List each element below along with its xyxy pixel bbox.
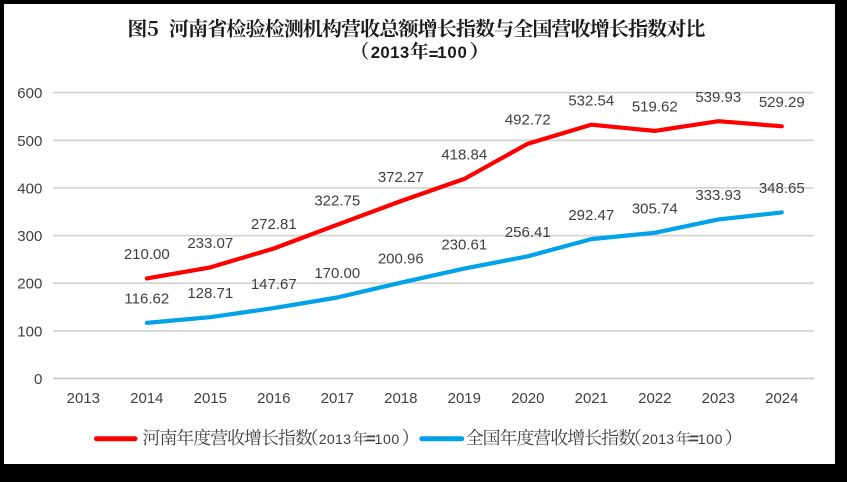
svg-text:100: 100 <box>437 43 467 62</box>
svg-text:200: 200 <box>17 276 42 293</box>
svg-text:2022: 2022 <box>638 390 671 407</box>
svg-text:100: 100 <box>698 432 723 448</box>
svg-text:418.84: 418.84 <box>441 147 487 164</box>
svg-text:170.00: 170.00 <box>314 265 360 282</box>
svg-text:305.74: 305.74 <box>632 200 678 217</box>
svg-text:322.75: 322.75 <box>314 192 360 209</box>
svg-text:233.07: 233.07 <box>187 235 233 252</box>
svg-text:2013: 2013 <box>642 432 675 448</box>
svg-text:292.47: 292.47 <box>568 207 614 224</box>
svg-text:116.62: 116.62 <box>124 291 169 308</box>
svg-text:272.81: 272.81 <box>251 216 297 233</box>
svg-text:333.93: 333.93 <box>695 187 741 204</box>
svg-text:2014: 2014 <box>130 390 163 407</box>
svg-text:2023: 2023 <box>702 390 735 407</box>
svg-text:100: 100 <box>17 323 42 340</box>
svg-text:2019: 2019 <box>448 390 481 407</box>
svg-text:2021: 2021 <box>575 390 608 407</box>
svg-text:2020: 2020 <box>511 390 544 407</box>
svg-text:539.93: 539.93 <box>695 89 741 106</box>
svg-text:372.27: 372.27 <box>378 169 424 186</box>
svg-text:210.00: 210.00 <box>124 246 170 263</box>
svg-text:2016: 2016 <box>257 390 290 407</box>
svg-text:348.65: 348.65 <box>759 180 805 197</box>
svg-text:2018: 2018 <box>384 390 417 407</box>
svg-text:147.67: 147.67 <box>251 276 297 293</box>
svg-text:532.54: 532.54 <box>568 92 614 109</box>
svg-text:2013: 2013 <box>371 43 410 62</box>
svg-text:230.61: 230.61 <box>441 236 487 253</box>
svg-text:492.72: 492.72 <box>505 111 551 128</box>
svg-text:2017: 2017 <box>321 390 354 407</box>
svg-text:500: 500 <box>17 133 42 150</box>
svg-text:100: 100 <box>375 432 400 448</box>
svg-text:2013: 2013 <box>67 390 100 407</box>
svg-text:2013: 2013 <box>319 432 352 448</box>
svg-text:600: 600 <box>17 85 42 102</box>
svg-text:128.71: 128.71 <box>187 285 233 302</box>
svg-text:200.96: 200.96 <box>378 250 424 267</box>
svg-text:519.62: 519.62 <box>632 99 678 116</box>
svg-text:2024: 2024 <box>765 390 798 407</box>
svg-text:2015: 2015 <box>194 390 227 407</box>
svg-text:400: 400 <box>17 180 42 197</box>
svg-text:0: 0 <box>34 371 42 388</box>
svg-text:529.29: 529.29 <box>759 94 805 111</box>
svg-text:300: 300 <box>17 228 42 245</box>
svg-text:256.41: 256.41 <box>505 224 551 241</box>
